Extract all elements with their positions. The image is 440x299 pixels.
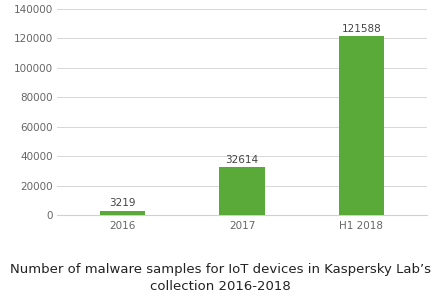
Bar bbox=[338, 36, 384, 215]
Bar bbox=[100, 210, 146, 215]
Text: 3219: 3219 bbox=[110, 198, 136, 208]
Bar bbox=[220, 167, 264, 215]
Text: 32614: 32614 bbox=[225, 155, 259, 165]
Text: 121588: 121588 bbox=[341, 24, 381, 34]
Text: Number of malware samples for IoT devices in Kaspersky Lab’s
collection 2016-201: Number of malware samples for IoT device… bbox=[10, 263, 430, 293]
